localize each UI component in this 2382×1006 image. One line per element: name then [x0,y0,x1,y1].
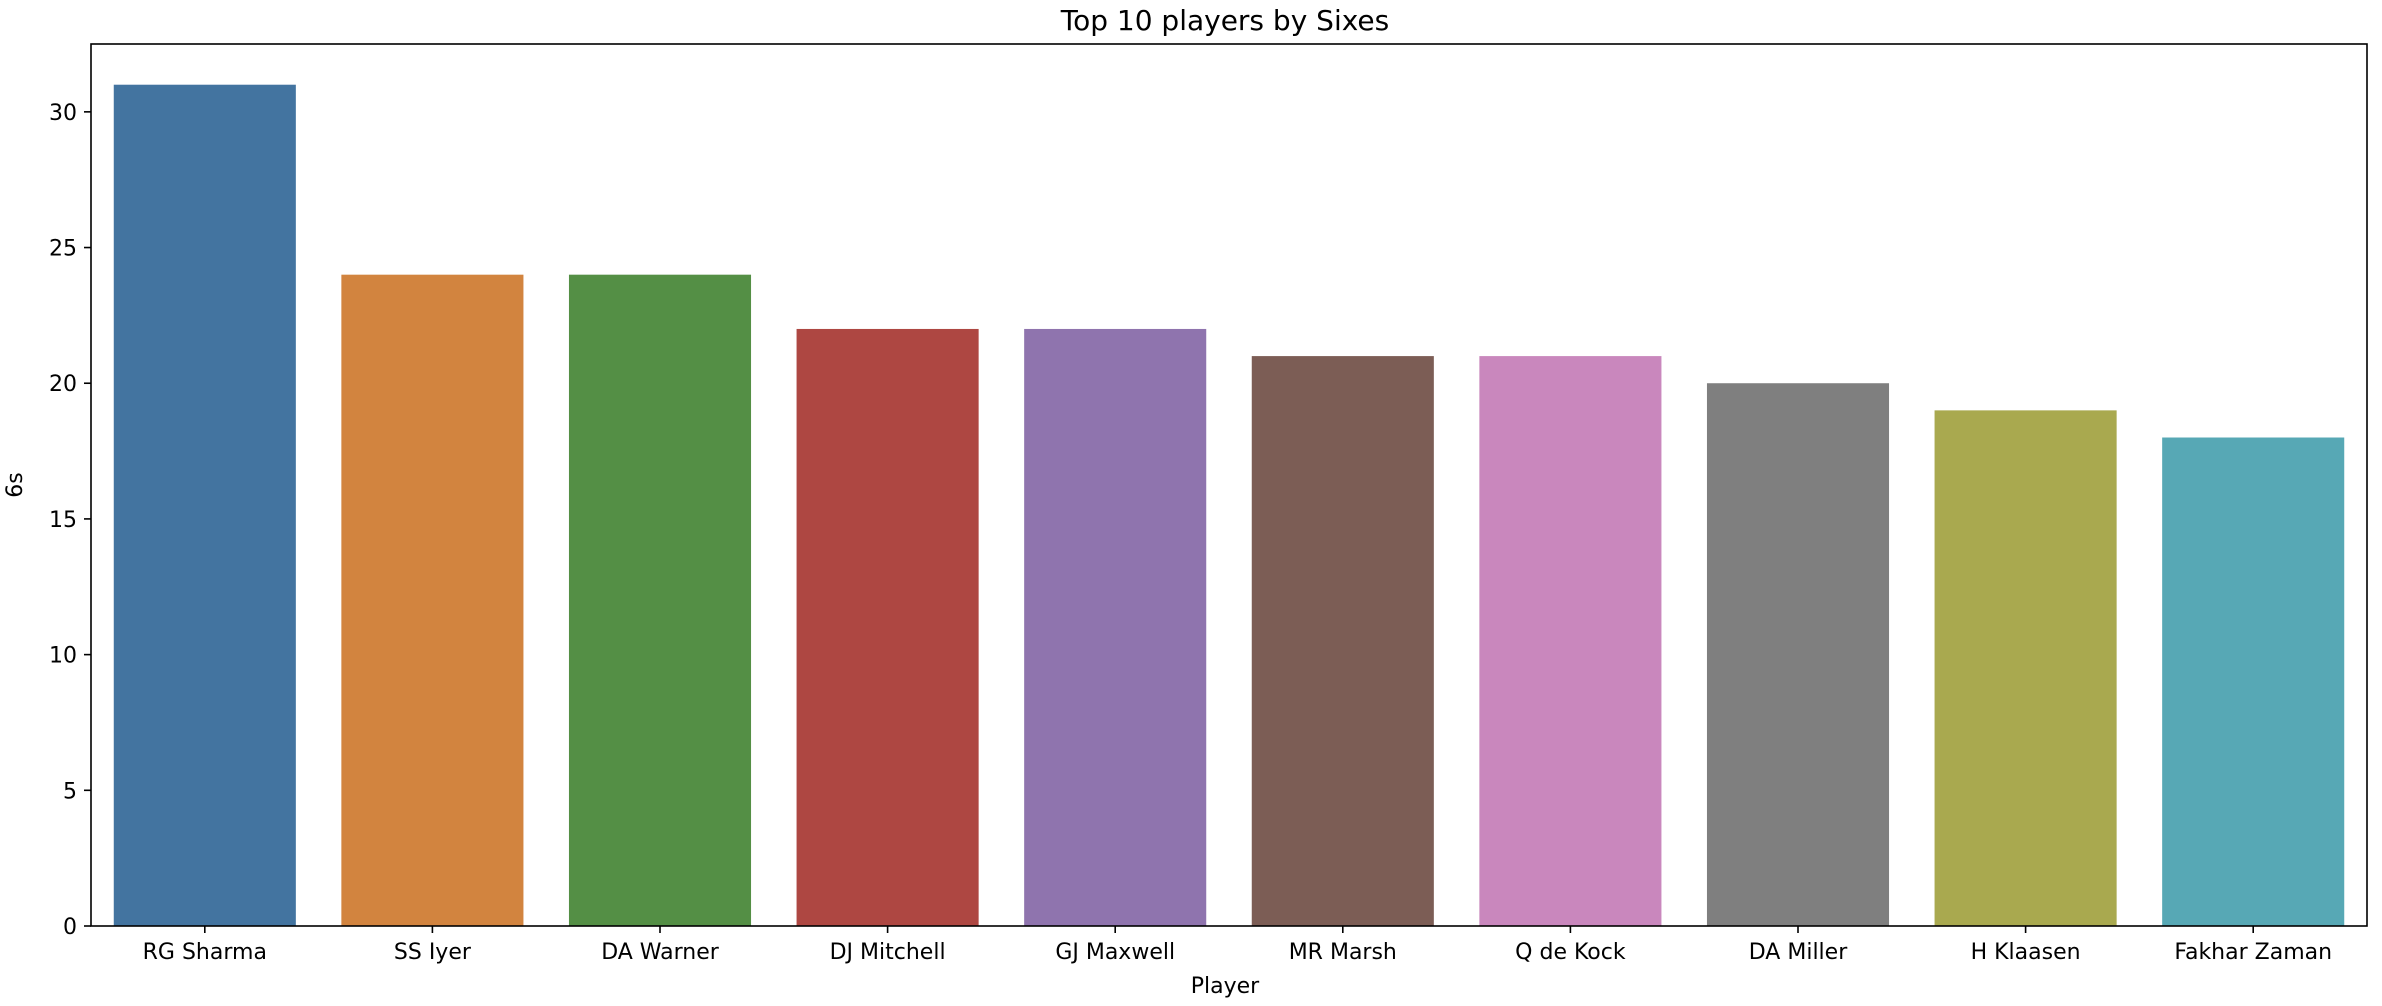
y-tick-label: 15 [49,508,77,533]
x-axis-ticks: RG Sharma SS Iyer DA Warner DJ Mitchell GJ M… [143,926,2332,965]
bar-da-warner [568,274,752,926]
x-tick-label: RG Sharma [143,940,267,965]
bar-fakhar-zaman [2162,437,2345,926]
y-tick-label: 20 [49,372,77,397]
x-tick-label: MR Marsh [1289,940,1397,965]
x-tick-label: H Klaasen [1971,940,2081,965]
bar-mr-marsh [1251,356,1434,927]
bar-h-klaasen [1934,410,2117,926]
y-axis-ticks: 0 5 10 15 20 25 30 [49,101,91,940]
y-tick-label: 25 [49,237,77,262]
y-tick-label: 30 [49,101,77,126]
x-tick-label: DA Miller [1749,940,1848,965]
y-tick-label: 0 [63,915,77,940]
x-tick-label: DA Warner [601,940,720,965]
y-tick-label: 10 [49,644,77,669]
bar-gj-maxwell [1024,328,1207,926]
bar-dj-mitchell [796,328,979,926]
x-axis-label: Player [1191,974,1260,999]
bar-q-de-kock [1479,356,1662,927]
x-tick-label: DJ Mitchell [830,940,946,965]
x-tick-label: GJ Maxwell [1055,940,1175,965]
y-axis-label: 6s [3,472,28,497]
bar-rg-sharma [113,84,296,926]
x-tick-label: Fakhar Zaman [2174,940,2332,965]
y-tick-label: 5 [63,779,77,804]
plot-area-frame [90,43,2368,927]
bars-group [113,84,2345,927]
chart-title: Top 10 players by Sixes [1060,4,1390,37]
bar-da-miller [1706,383,1890,927]
x-tick-label: SS Iyer [394,940,472,965]
bar-ss-iyer [341,274,524,926]
x-tick-label: Q de Kock [1515,940,1626,965]
